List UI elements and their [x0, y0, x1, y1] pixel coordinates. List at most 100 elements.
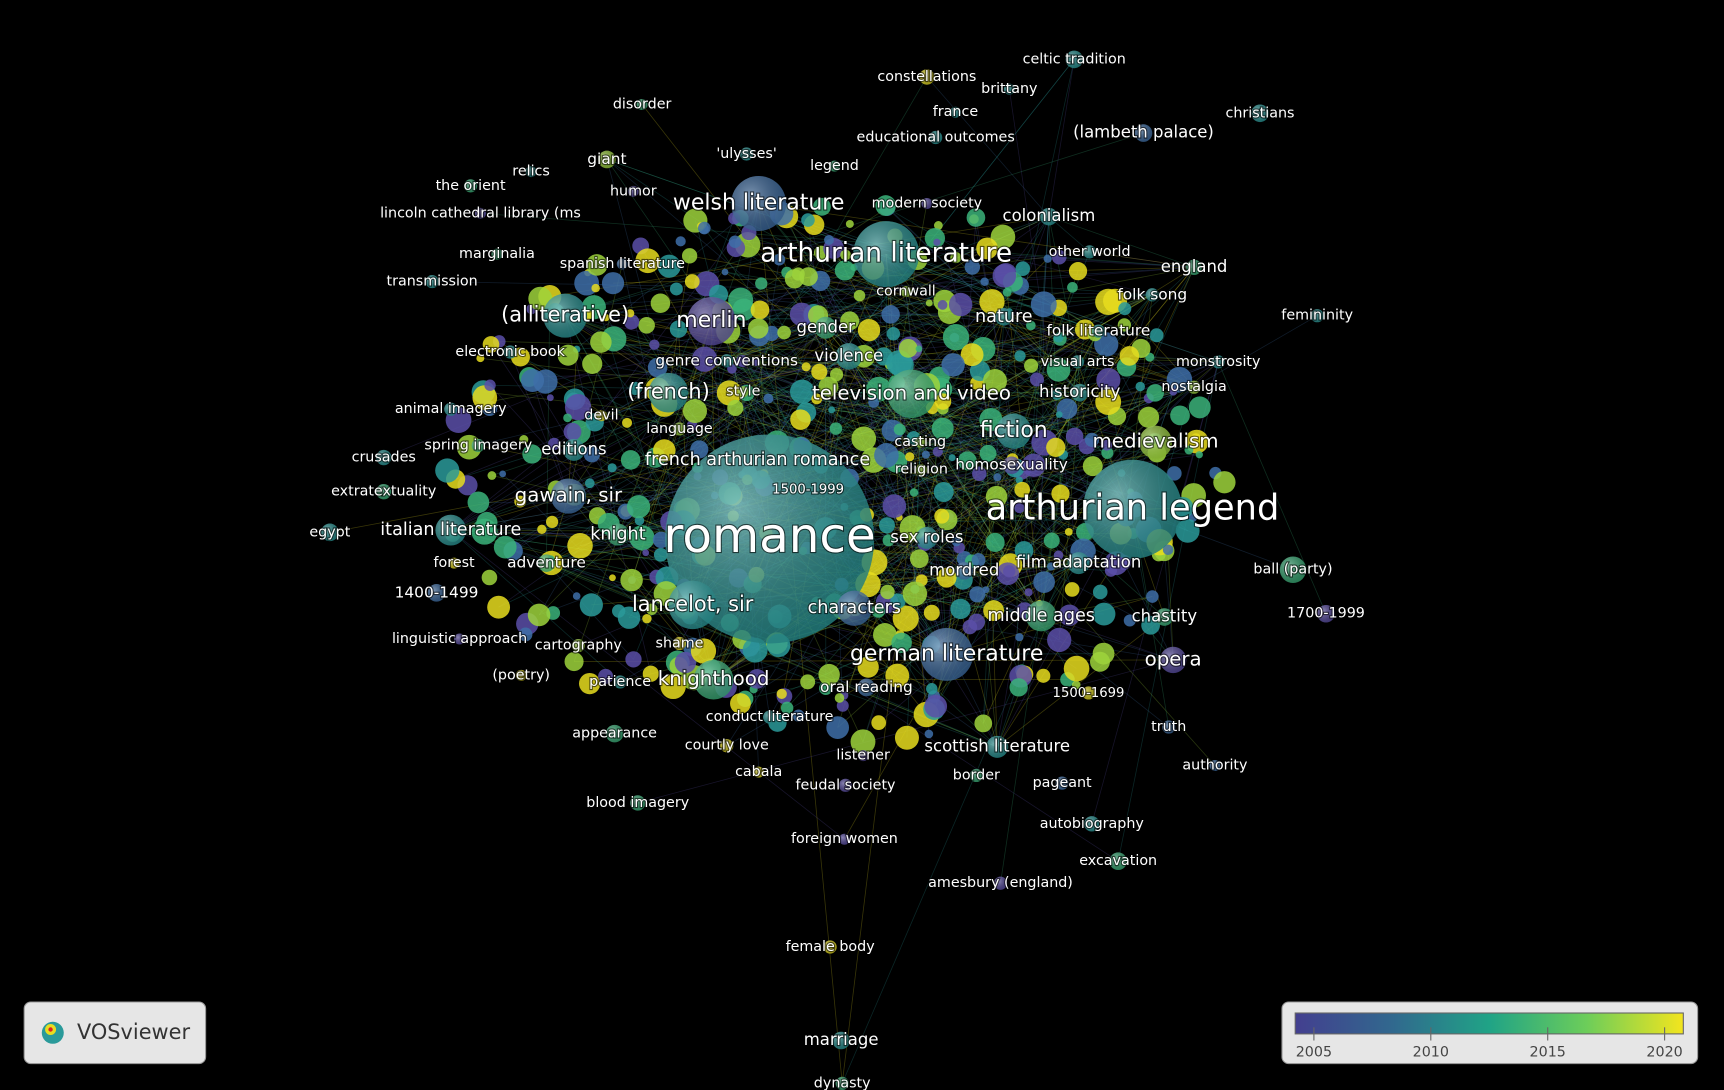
node-label: foreign women: [791, 831, 898, 847]
node-label: colonialism: [1003, 206, 1096, 225]
node: [1015, 261, 1031, 276]
node: [1167, 466, 1182, 481]
node: [811, 393, 823, 405]
node: [830, 367, 844, 382]
legend-tick-label: 2010: [1413, 1045, 1449, 1061]
edge: [546, 562, 743, 640]
edge: [963, 251, 1090, 571]
node: [993, 473, 1002, 482]
edge: [1048, 216, 1078, 362]
node: [467, 491, 490, 514]
edge: [450, 320, 850, 531]
node-label: female body: [786, 939, 876, 955]
node-label: fiction: [980, 418, 1048, 443]
edge: [606, 159, 1099, 332]
node: [482, 336, 500, 353]
node-shade: [1279, 556, 1307, 583]
node: [874, 443, 899, 468]
edge: [546, 562, 668, 579]
node: [755, 277, 768, 290]
node-label: lincoln cathedral library (ms: [380, 205, 581, 221]
node: [1175, 518, 1200, 543]
logo-box[interactable]: [23, 1001, 207, 1065]
node-label: homosexuality: [955, 456, 1068, 474]
node: [669, 320, 688, 338]
node-shade: [1003, 83, 1015, 95]
node: [1046, 437, 1066, 458]
node: [1065, 427, 1084, 446]
node: [1119, 346, 1140, 366]
node-shade: [1091, 324, 1105, 338]
node: [736, 355, 749, 367]
node: [840, 249, 851, 261]
node: [985, 532, 1005, 552]
node-shade: [1109, 852, 1127, 871]
edge: [820, 280, 1156, 443]
node: [669, 282, 683, 296]
node-shade: [1082, 459, 1182, 559]
node-shade: [920, 628, 974, 681]
node-shade: [1186, 259, 1202, 275]
node: [1024, 358, 1039, 373]
node: [915, 345, 923, 353]
node-label: television and video: [812, 381, 1011, 404]
node-label: violence: [814, 346, 883, 365]
node: [481, 569, 498, 586]
node-shade: [648, 372, 689, 413]
node-shade: [1159, 646, 1187, 674]
node: [625, 651, 642, 668]
node: [546, 394, 554, 402]
node: [728, 287, 754, 313]
node: [982, 368, 1007, 394]
node-shade: [537, 554, 556, 572]
node-label: autobiography: [1040, 816, 1145, 832]
node: [1047, 562, 1056, 571]
edge: [1006, 292, 1042, 616]
logo[interactable]: VOSviewer: [23, 1001, 207, 1065]
node-shade: [955, 562, 974, 580]
node: [1092, 642, 1115, 665]
node: [1169, 388, 1178, 396]
node: [974, 714, 993, 733]
edge: [564, 315, 1079, 564]
edge: [704, 227, 928, 539]
node-label: devil: [584, 408, 618, 424]
node: [601, 272, 625, 295]
node: [727, 399, 744, 417]
color-legend: 2005 2010 2015 2020: [1281, 1001, 1699, 1065]
edge: [963, 330, 1099, 572]
edge: [567, 203, 759, 356]
node-label: scottish literature: [924, 736, 1070, 755]
edge: [1020, 285, 1153, 296]
edge: [532, 380, 569, 497]
node-shade: [613, 675, 627, 689]
node-label: french arthurian romance: [645, 450, 870, 470]
node-label: relics: [512, 164, 550, 180]
node-label: amesbury (england): [928, 875, 1073, 891]
node: [472, 385, 498, 410]
node-label: lancelot, sir: [632, 592, 754, 616]
node-shade: [720, 354, 734, 368]
node: [934, 508, 950, 524]
node: [548, 437, 561, 451]
node: [892, 605, 919, 632]
node: [752, 359, 760, 367]
node: [905, 452, 915, 462]
edge: [801, 314, 965, 572]
node: [579, 593, 603, 617]
node: [1033, 571, 1055, 593]
node: [902, 581, 928, 607]
edge: [873, 294, 1153, 461]
node: [1135, 381, 1146, 392]
node-label: humor: [610, 183, 657, 199]
node: [909, 488, 919, 497]
node-label: crusades: [352, 450, 416, 466]
node-label: italian literature: [380, 520, 521, 540]
node-shade: [995, 307, 1013, 326]
node-shade: [636, 98, 648, 110]
node: [828, 406, 836, 414]
node: [818, 376, 839, 397]
node-shade: [571, 639, 585, 653]
node: [487, 471, 497, 480]
